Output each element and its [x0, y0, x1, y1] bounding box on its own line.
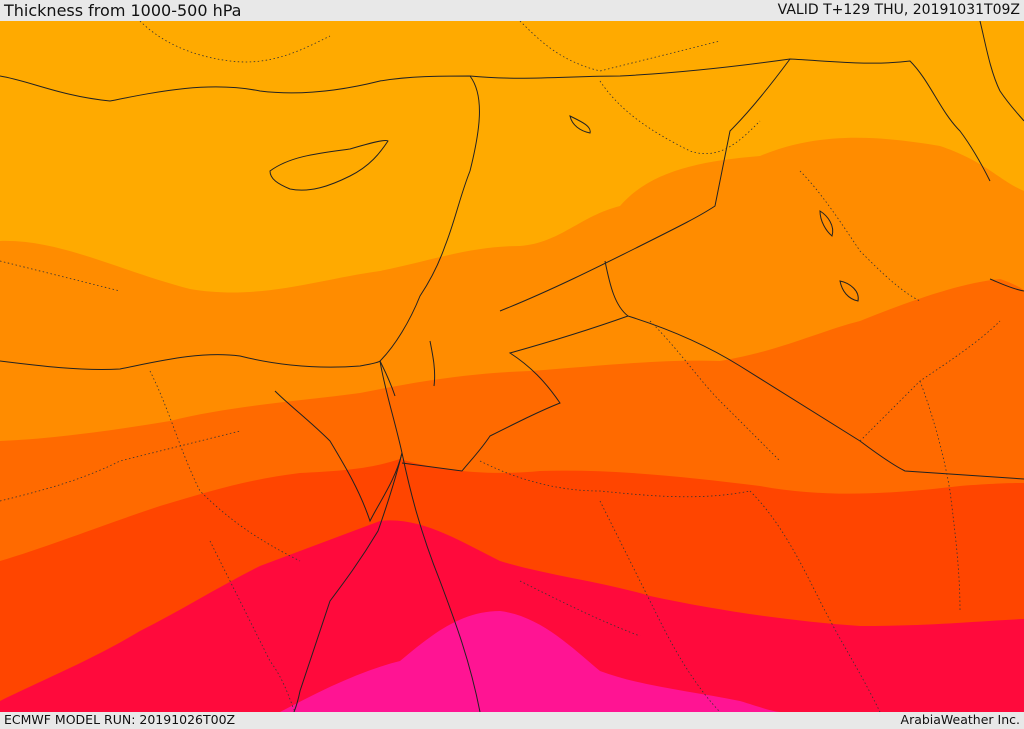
map-title: Thickness from 1000-500 hPa: [4, 1, 242, 20]
credit: ArabiaWeather Inc.: [900, 712, 1020, 727]
footer-bar: ECMWF MODEL RUN: 20191026T00Z ArabiaWeat…: [0, 712, 1024, 729]
model-run: ECMWF MODEL RUN: 20191026T00Z: [4, 712, 236, 727]
map-panel[interactable]: [0, 21, 1024, 712]
national-borders: [379, 58, 1024, 480]
header-bar: Thickness from 1000-500 hPa VALID T+129 …: [0, 0, 1024, 21]
thickness-map: [0, 21, 1024, 712]
coastlines: [0, 21, 1024, 712]
provincial-borders: [0, 21, 1001, 712]
valid-time: VALID T+129 THU, 20191031T09Z: [777, 2, 1020, 18]
band-6: [280, 611, 780, 712]
